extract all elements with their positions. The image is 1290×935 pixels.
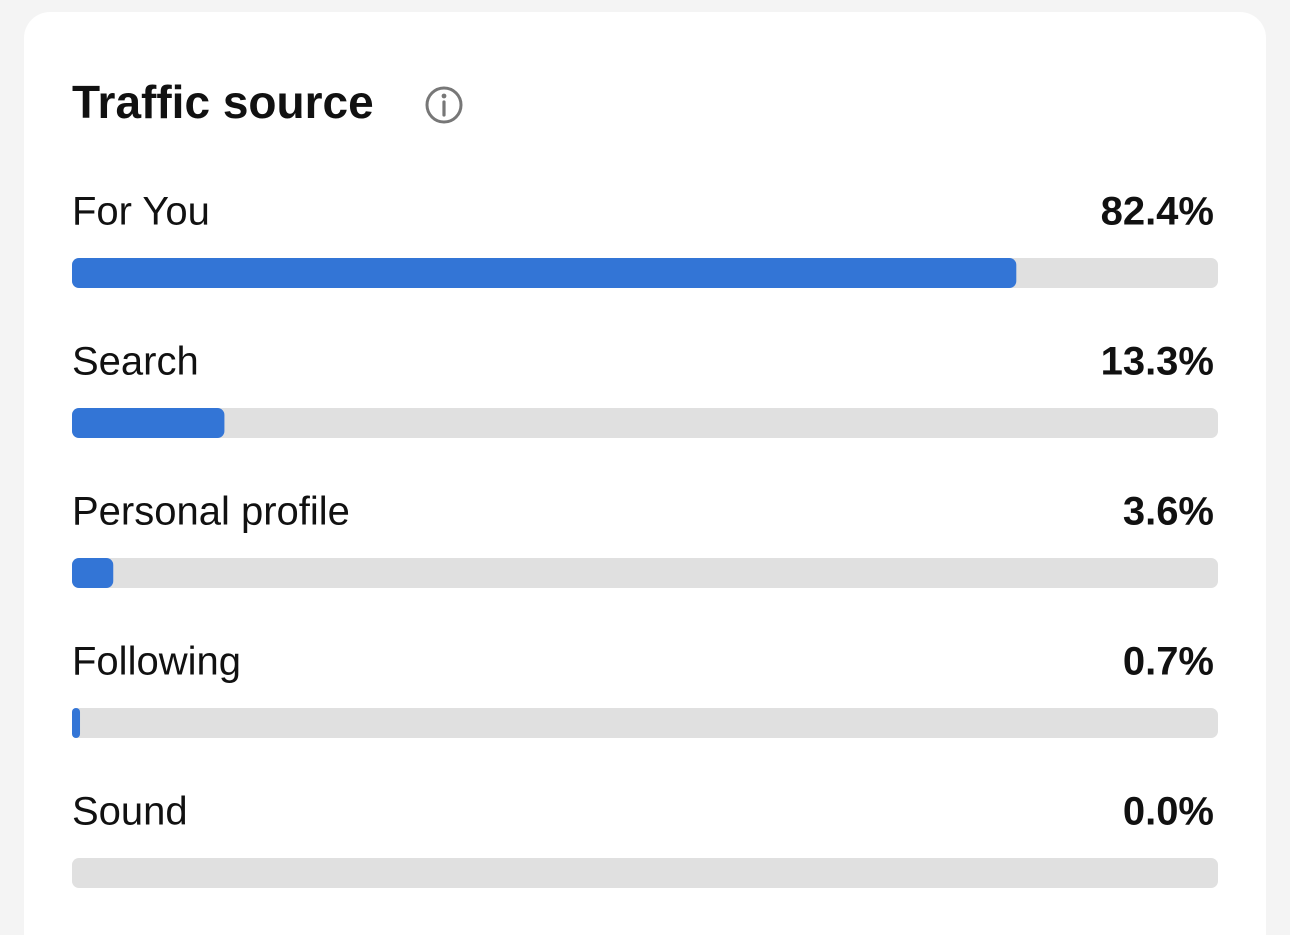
card bbox=[24, 12, 1266, 935]
bar bbox=[72, 708, 81, 738]
bar bbox=[72, 408, 225, 438]
bar-track bbox=[72, 408, 1218, 438]
value-label: 82.4% bbox=[1101, 190, 1214, 234]
bar-track bbox=[72, 708, 1218, 738]
bar-track bbox=[72, 558, 1218, 588]
bar-track bbox=[72, 858, 1218, 888]
category-label: Sound bbox=[72, 790, 188, 834]
category-label: Personal profile bbox=[72, 490, 350, 534]
bar bbox=[72, 558, 114, 588]
value-label: 0.0% bbox=[1123, 790, 1214, 834]
category-label: Search bbox=[72, 340, 199, 384]
category-label: For You bbox=[72, 190, 210, 234]
value-label: 0.7% bbox=[1123, 640, 1214, 684]
info-icon[interactable] bbox=[425, 86, 463, 124]
chart-title: Traffic source bbox=[72, 76, 374, 128]
value-label: 13.3% bbox=[1101, 340, 1214, 384]
value-label: 3.6% bbox=[1123, 490, 1214, 534]
category-label: Following bbox=[72, 640, 241, 684]
bar bbox=[72, 258, 1017, 288]
